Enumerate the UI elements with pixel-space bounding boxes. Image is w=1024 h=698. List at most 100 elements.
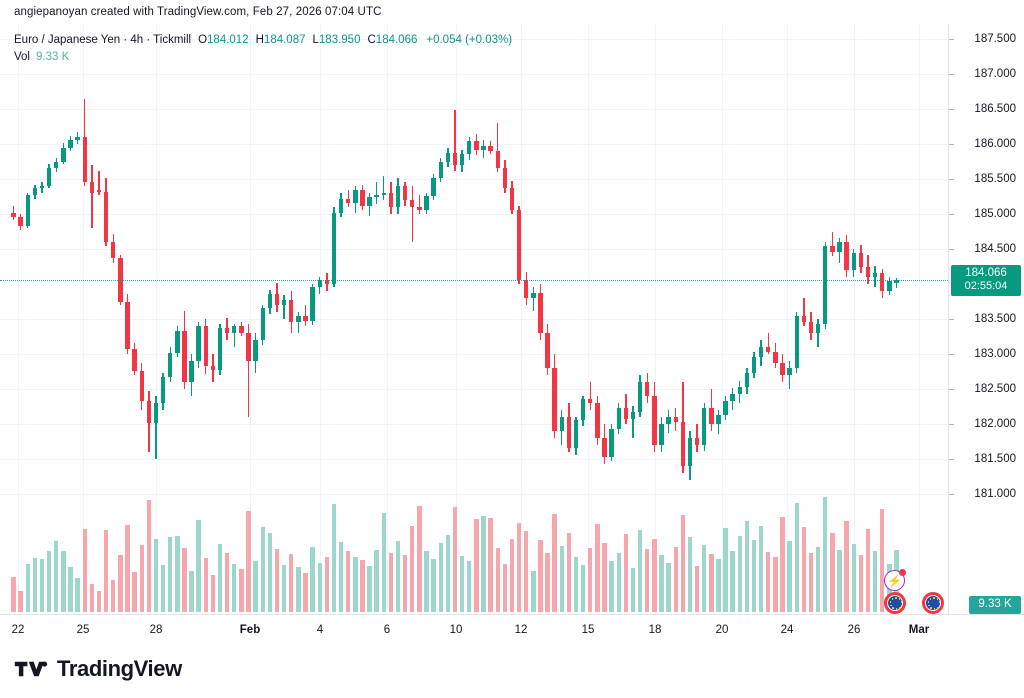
price-axis-tick	[949, 494, 954, 496]
candle-body	[566, 417, 572, 449]
volume-bar	[160, 565, 166, 612]
price-axis-tick	[949, 39, 954, 40]
volume-bar	[652, 539, 657, 612]
candle-body	[787, 368, 792, 376]
candle-wick	[12, 205, 15, 220]
volume-value: 9.33 K	[36, 51, 70, 63]
price-axis-tick	[949, 354, 954, 356]
jpy-currency-badge[interactable]	[922, 592, 944, 614]
volume-bar	[630, 568, 636, 612]
grid-line-horizontal	[0, 144, 948, 146]
eur-currency-badge[interactable]	[884, 592, 906, 614]
candle-body	[39, 186, 45, 188]
volume-bar	[246, 510, 251, 612]
volume-bar	[374, 550, 379, 612]
candle-body	[260, 308, 265, 341]
volume-bar	[125, 524, 130, 612]
candle-body	[18, 216, 23, 227]
candle-body	[780, 362, 785, 376]
flash-lightning-icon[interactable]: ⚡	[884, 569, 906, 591]
candle-body	[837, 242, 842, 253]
symbol-title[interactable]: Euro / Japanese Yen · 4h · Tickmill	[14, 34, 192, 46]
volume-bar	[723, 528, 728, 612]
bar-countdown: 02:55:04	[964, 279, 1008, 292]
candle-body	[345, 198, 351, 203]
volume-bar	[417, 506, 422, 612]
time-axis-label: 28	[149, 624, 163, 636]
volume-bar	[837, 550, 842, 612]
candle-wick	[767, 333, 769, 355]
grid-line-vertical	[456, 24, 457, 614]
price-axis-tick	[949, 459, 954, 461]
grid-line-vertical	[854, 24, 855, 614]
candle-body	[673, 417, 678, 422]
candle-wick	[497, 123, 499, 173]
candle-body	[801, 316, 807, 323]
candle-body	[645, 382, 650, 397]
volume-bar	[716, 559, 721, 612]
candle-body	[167, 352, 173, 377]
candle-body	[666, 417, 671, 425]
volume-bar	[580, 565, 586, 612]
volume-bar	[773, 556, 778, 612]
grid-line-horizontal	[0, 389, 948, 391]
candle-body	[630, 411, 636, 419]
volume-bar	[495, 548, 500, 612]
price-axis-tick	[949, 424, 954, 426]
time-axis-label: 6	[383, 624, 391, 636]
candle-body	[388, 193, 394, 208]
volume-bar	[488, 518, 493, 612]
volume-bar	[616, 552, 621, 612]
volume-bar	[659, 554, 664, 612]
volume-bar	[509, 538, 515, 612]
volume-bar	[872, 551, 878, 612]
price-axis-tick	[949, 319, 954, 321]
candle-body	[125, 302, 130, 349]
grid-line-vertical	[588, 24, 589, 614]
candle-body	[46, 167, 52, 187]
candle-body	[616, 407, 621, 429]
time-axis[interactable]: 22 25 28 Feb 4 6 10 12 15 18 20 24 26 Mar	[0, 614, 1024, 648]
tradingview-logo-icon	[14, 661, 48, 677]
candle-body	[246, 333, 251, 362]
footer-bar: TradingView	[0, 648, 1024, 698]
volume-bar	[545, 553, 550, 612]
candle-body	[239, 326, 244, 334]
volume-label[interactable]: Vol	[14, 51, 30, 63]
time-axis-label: 24	[780, 624, 794, 636]
tradingview-logo[interactable]: TradingView	[14, 658, 182, 680]
chart-legend: Euro / Japanese Yen · 4h · Tickmill O184.…	[14, 32, 512, 66]
current-price-line	[0, 279, 948, 281]
volume-bar	[730, 550, 735, 612]
volume-bar	[395, 540, 401, 612]
volume-bar	[566, 533, 572, 612]
grid-line-horizontal	[0, 459, 948, 461]
grid-line-vertical	[787, 24, 788, 614]
volume-bar	[523, 531, 529, 612]
volume-bar	[96, 590, 102, 612]
volume-bar	[766, 552, 771, 612]
bolt-glyph: ⚡	[887, 573, 902, 588]
price-axis-label: 185.500	[974, 173, 1016, 186]
price-axis[interactable]: 184.066 02:55:04 9.33 K 187.500 187.000 18…	[948, 24, 1024, 614]
time-axis-label: 4	[316, 624, 324, 636]
candle-body	[32, 187, 38, 196]
candle-body	[509, 187, 515, 210]
volume-bar	[879, 509, 885, 612]
volume-bar	[331, 504, 337, 612]
volume-bar	[388, 552, 394, 612]
grid-line-horizontal	[0, 494, 948, 496]
chart-plot-area[interactable]	[0, 24, 948, 614]
price-axis-label: 181.500	[974, 453, 1016, 466]
candle-wick	[233, 323, 235, 348]
candle-body	[82, 137, 87, 182]
grid-line-vertical	[83, 24, 84, 614]
candle-body	[523, 280, 529, 299]
grid-line-horizontal	[0, 109, 948, 111]
grid-line-horizontal	[0, 179, 948, 181]
grid-line-vertical	[919, 24, 920, 614]
candle-body	[773, 351, 778, 363]
candle-body	[794, 316, 799, 369]
volume-axis-value: 9.33 K	[978, 598, 1012, 610]
candle-body	[808, 322, 814, 334]
